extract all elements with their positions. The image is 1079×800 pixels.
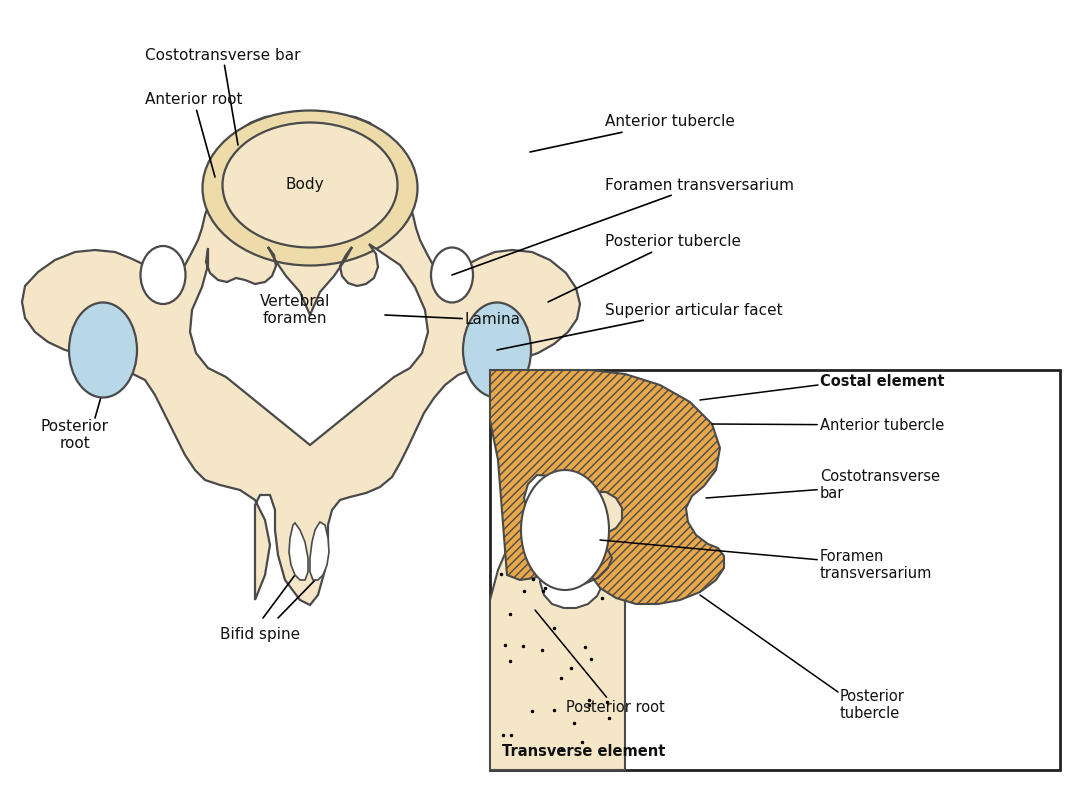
Ellipse shape: [431, 247, 473, 302]
Text: Bifid spine: Bifid spine: [220, 627, 300, 642]
Text: Foramen
transversarium: Foramen transversarium: [600, 540, 932, 581]
Text: Costotransverse
bar: Costotransverse bar: [706, 469, 940, 501]
Polygon shape: [289, 523, 308, 580]
Ellipse shape: [222, 122, 397, 247]
Ellipse shape: [521, 470, 609, 590]
Ellipse shape: [463, 302, 531, 398]
Text: Foramen transversarium: Foramen transversarium: [452, 178, 794, 275]
Text: Posterior
root: Posterior root: [41, 419, 109, 451]
Ellipse shape: [203, 110, 418, 266]
Ellipse shape: [140, 246, 186, 304]
Text: Superior articular facet: Superior articular facet: [497, 302, 782, 350]
Text: Anterior root: Anterior root: [528, 385, 622, 405]
Text: Anterior root: Anterior root: [145, 93, 243, 177]
Polygon shape: [490, 488, 628, 770]
Polygon shape: [490, 370, 724, 604]
Text: Anterior tubercle: Anterior tubercle: [712, 418, 944, 433]
Text: Vertebral
foramen: Vertebral foramen: [260, 294, 330, 326]
Polygon shape: [310, 522, 329, 580]
Text: Transverse element: Transverse element: [502, 745, 666, 759]
Bar: [490, 370, 1060, 770]
Text: Costal element: Costal element: [820, 374, 944, 390]
Polygon shape: [190, 244, 428, 445]
Text: Costotransverse bar: Costotransverse bar: [145, 47, 300, 145]
Polygon shape: [22, 114, 581, 605]
Text: Posterior root: Posterior root: [535, 610, 665, 715]
Text: Anterior tubercle: Anterior tubercle: [530, 114, 735, 152]
Text: Lamina: Lamina: [385, 313, 521, 327]
Text: Posterior tubercle: Posterior tubercle: [548, 234, 741, 302]
Text: Posterior
tubercle: Posterior tubercle: [839, 689, 905, 722]
Text: Body: Body: [286, 178, 325, 193]
Ellipse shape: [69, 302, 137, 398]
